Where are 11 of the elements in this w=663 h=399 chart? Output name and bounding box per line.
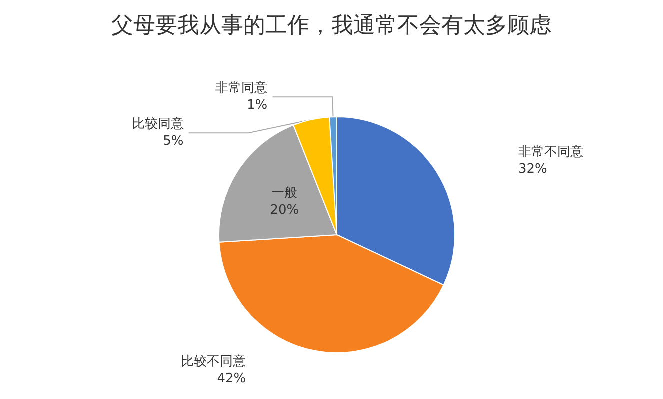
slice-label: 一般 [272, 186, 298, 201]
chart-title: 父母要我从事的工作，我通常不会有太多顾虑 [112, 14, 552, 38]
data-label: 1% [247, 98, 268, 114]
slice-label: 非常不同意 [518, 145, 584, 160]
data-label: 32% [518, 162, 548, 178]
slice-label: 比较不同意 [181, 354, 246, 370]
data-label: 20% [270, 202, 300, 218]
data-label: 5% [163, 134, 184, 150]
slice-label: 非常同意 [216, 81, 268, 96]
slice-label: 比较同意 [132, 117, 184, 132]
data-label: 42% [217, 372, 246, 387]
